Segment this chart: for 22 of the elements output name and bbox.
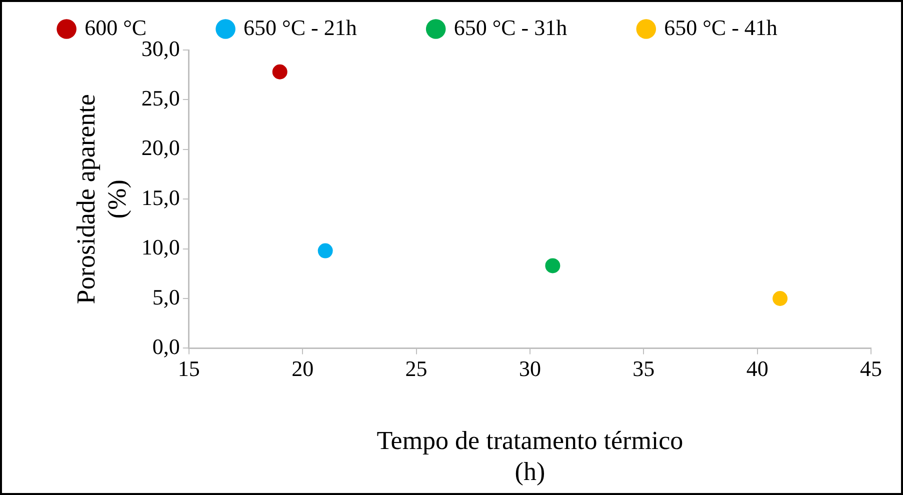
legend-label: 650 °C - 21h bbox=[244, 14, 423, 40]
point bbox=[772, 291, 788, 306]
point bbox=[318, 243, 333, 258]
x-tick-label: 25 bbox=[405, 356, 428, 382]
y-tick-label: 20,0 bbox=[141, 135, 180, 160]
y-tick-label: 10,0 bbox=[141, 234, 180, 260]
legend-label: 650 °C - 31h bbox=[454, 14, 634, 40]
x-tick-label: 15 bbox=[178, 356, 200, 382]
legend-label: 650 °C - 41h bbox=[664, 14, 844, 40]
x-tick-label: 40 bbox=[746, 356, 768, 382]
y-axis-title: Porosidade aparente (%) bbox=[71, 94, 132, 304]
x-tick-label: 35 bbox=[632, 356, 655, 382]
point bbox=[272, 64, 288, 80]
y-tick-label: 5,0 bbox=[152, 284, 180, 310]
point bbox=[545, 258, 560, 274]
x-tick-label: 20 bbox=[292, 356, 314, 382]
x-tick-label: 30 bbox=[518, 356, 541, 382]
y-tick-label: 15,0 bbox=[141, 184, 180, 210]
y-tick-label: 0,0 bbox=[152, 334, 180, 359]
y-tick-label: 25,0 bbox=[141, 85, 180, 110]
x-tick-label: 45 bbox=[860, 356, 882, 382]
x-axis-title: Tempo de tratamento térmico (h) bbox=[376, 426, 684, 486]
